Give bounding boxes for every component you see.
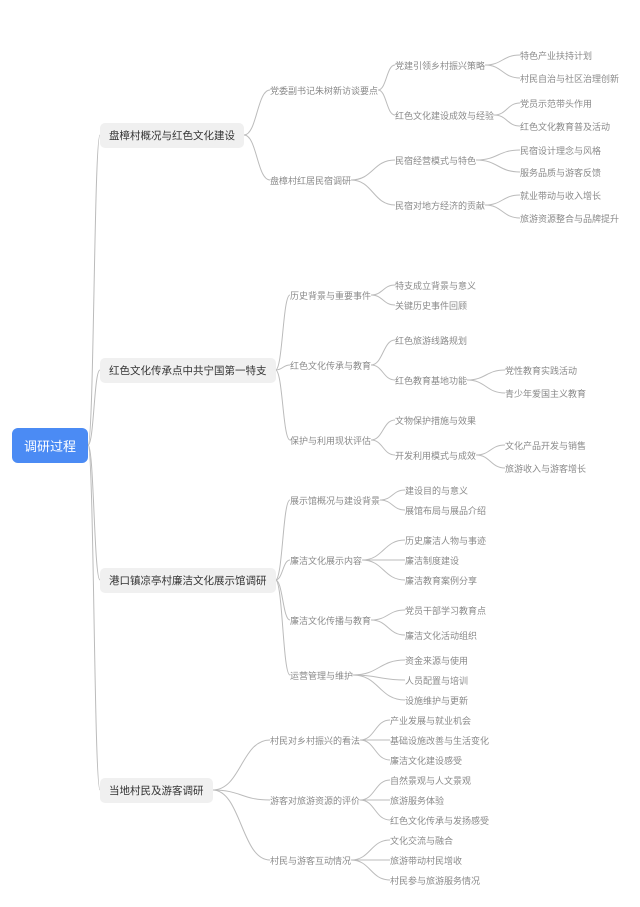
mindmap-node: 资金来源与使用 (405, 653, 468, 668)
mindmap-node: 民宿对地方经济的贡献 (395, 198, 485, 213)
mindmap-node: 廉洁教育案例分享 (405, 573, 477, 588)
mindmap-node: 旅游收入与游客增长 (505, 461, 586, 476)
mindmap-node: 当地村民及游客调研 (100, 778, 213, 803)
mindmap-node: 民宿设计理念与风格 (520, 143, 601, 158)
mindmap-node: 盘樟村概况与红色文化建设 (100, 123, 244, 148)
mindmap-node: 廉洁文化活动组织 (405, 628, 477, 643)
mindmap-node: 历史廉洁人物与事迹 (405, 533, 486, 548)
mindmap-node: 党委副书记朱树新访谈要点 (270, 83, 378, 98)
mindmap-node: 红色文化建设成效与经验 (395, 108, 494, 123)
mindmap-node: 村民自治与社区治理创新 (520, 71, 619, 86)
mindmap-node: 保护与利用现状评估 (290, 433, 371, 448)
mindmap-node: 历史背景与重要事件 (290, 288, 371, 303)
mindmap-node: 人员配置与培训 (405, 673, 468, 688)
mindmap-node: 文化产品开发与销售 (505, 438, 586, 453)
mindmap-node: 村民与游客互动情况 (270, 853, 351, 868)
mindmap-node: 廉洁制度建设 (405, 553, 459, 568)
connector-layer (0, 0, 640, 907)
mindmap-node: 村民对乡村振兴的看法 (270, 733, 360, 748)
mindmap-node: 党性教育实践活动 (505, 363, 577, 378)
mindmap-node: 运营管理与维护 (290, 668, 353, 683)
mindmap-node: 青少年爱国主义教育 (505, 386, 586, 401)
mindmap-node: 开发利用模式与成效 (395, 448, 476, 463)
mindmap-node: 党员示范带头作用 (520, 96, 592, 111)
mindmap-node: 港口镇凉亭村廉洁文化展示馆调研 (100, 568, 276, 593)
mindmap-node: 民宿经营模式与特色 (395, 153, 476, 168)
mindmap-node: 设施维护与更新 (405, 693, 468, 708)
mindmap-node: 红色文化传承与教育 (290, 358, 371, 373)
mindmap-node: 红色教育基地功能 (395, 373, 467, 388)
mindmap-node: 红色旅游线路规划 (395, 333, 467, 348)
mindmap-node: 旅游带动村民增收 (390, 853, 462, 868)
mindmap-node: 关键历史事件回顾 (395, 298, 467, 313)
mindmap-node: 红色文化传承点中共宁国第一特支 (100, 358, 276, 383)
mindmap-node: 廉洁文化展示内容 (290, 553, 362, 568)
mindmap-node: 就业带动与收入增长 (520, 188, 601, 203)
mindmap-node: 文物保护措施与效果 (395, 413, 476, 428)
mindmap-node: 游客对旅游资源的评价 (270, 793, 360, 808)
mindmap-node: 文化交流与融合 (390, 833, 453, 848)
mindmap-node: 特支成立背景与意义 (395, 278, 476, 293)
mindmap-node: 服务品质与游客反馈 (520, 165, 601, 180)
mindmap-node: 村民参与旅游服务情况 (390, 873, 480, 888)
mindmap-node: 红色文化传承与发扬感受 (390, 813, 489, 828)
mindmap-node: 自然景观与人文景观 (390, 773, 471, 788)
mindmap-node: 展馆布局与展品介绍 (405, 503, 486, 518)
mindmap-node: 旅游服务体验 (390, 793, 444, 808)
mindmap-node: 盘樟村红居民宿调研 (270, 173, 351, 188)
mindmap-node: 调研过程 (12, 428, 88, 463)
mindmap-node: 党建引领乡村振兴策略 (395, 58, 485, 73)
mindmap-node: 旅游资源整合与品牌提升 (520, 211, 619, 226)
mindmap-node: 廉洁文化传播与教育 (290, 613, 371, 628)
mindmap-node: 廉洁文化建设感受 (390, 753, 462, 768)
mindmap-node: 红色文化教育普及活动 (520, 119, 610, 134)
mindmap-node: 展示馆概况与建设背景 (290, 493, 380, 508)
mindmap: 调研过程 盘樟村概况与红色文化建设红色文化传承点中共宁国第一特支港口镇凉亭村廉洁文… (0, 0, 640, 907)
mindmap-node: 基础设施改善与生活变化 (390, 733, 489, 748)
mindmap-node: 建设目的与意义 (405, 483, 468, 498)
mindmap-node: 党员干部学习教育点 (405, 603, 486, 618)
mindmap-node: 产业发展与就业机会 (390, 713, 471, 728)
mindmap-node: 特色产业扶持计划 (520, 48, 592, 63)
